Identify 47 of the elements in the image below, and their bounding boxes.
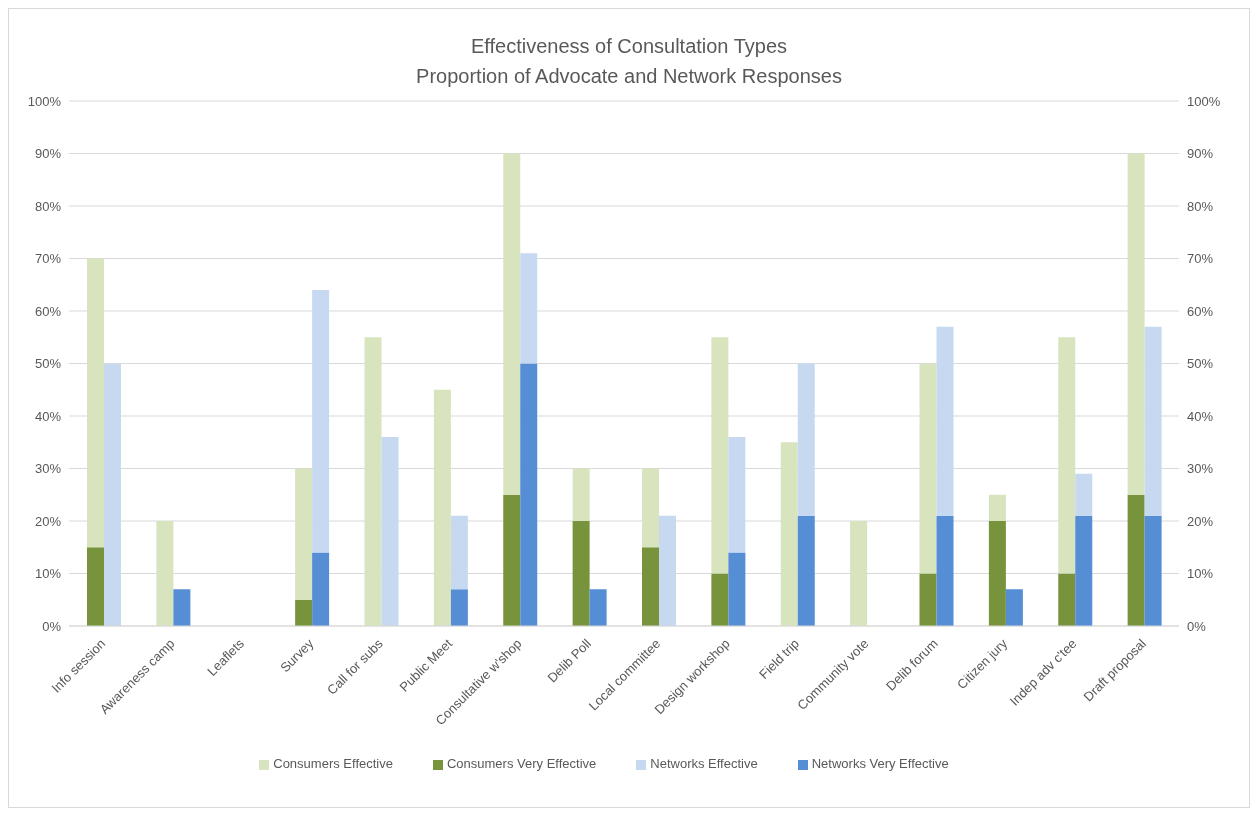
y2-tick-label: 0% xyxy=(1187,618,1207,634)
legend-label: Consumers Effective xyxy=(273,756,393,771)
bar xyxy=(1127,153,1145,495)
bar xyxy=(87,547,104,626)
y2-tick-label: 70% xyxy=(1187,251,1214,267)
bar xyxy=(156,521,174,626)
y2-tick-label: 40% xyxy=(1187,408,1214,424)
legend-label: Consumers Very Effective xyxy=(446,756,597,771)
chart-title: Effectiveness of Consultation Types xyxy=(469,34,789,59)
bar xyxy=(572,521,590,626)
y2-tick-label: 90% xyxy=(1187,146,1214,162)
y-tick-label: 100% xyxy=(27,93,62,109)
y-tick-label: 50% xyxy=(34,356,62,372)
y2-tick-label: 60% xyxy=(1187,303,1214,319)
y2-tick-label: 50% xyxy=(1187,356,1214,372)
bar xyxy=(1075,473,1093,516)
y-tick-label: 60% xyxy=(34,303,62,319)
y-tick-label: 40% xyxy=(34,408,62,424)
bar xyxy=(312,290,330,553)
chart-subtitle: Proportion of Advocate and Network Responses xyxy=(415,64,843,89)
bar xyxy=(450,589,468,626)
bar xyxy=(797,363,815,516)
y-tick-label: 70% xyxy=(34,251,62,267)
bar xyxy=(503,153,521,495)
bar xyxy=(850,521,868,626)
y-tick-label: 30% xyxy=(34,461,62,477)
bar xyxy=(988,521,1006,626)
y-tick-label: 0% xyxy=(42,618,62,634)
bar xyxy=(711,337,729,574)
y-tick-label: 20% xyxy=(34,513,62,529)
bar xyxy=(450,515,468,590)
y2-tick-label: 100% xyxy=(1187,93,1221,109)
bar xyxy=(572,468,590,521)
y2-tick-label: 80% xyxy=(1187,198,1214,214)
y2-tick-label: 30% xyxy=(1187,461,1214,477)
y-tick-label: 90% xyxy=(34,146,62,162)
y-tick-label: 80% xyxy=(34,198,62,214)
legend-label: Networks Effective xyxy=(650,756,758,771)
bar xyxy=(1058,337,1076,574)
bar xyxy=(642,468,659,548)
bar xyxy=(433,389,451,626)
bar xyxy=(520,253,538,364)
y2-tick-label: 20% xyxy=(1187,513,1214,529)
y-tick-label: 10% xyxy=(34,566,62,582)
y2-tick-label: 10% xyxy=(1187,566,1214,582)
legend-label: Networks Very Effective xyxy=(811,756,949,771)
bar xyxy=(988,494,1006,521)
